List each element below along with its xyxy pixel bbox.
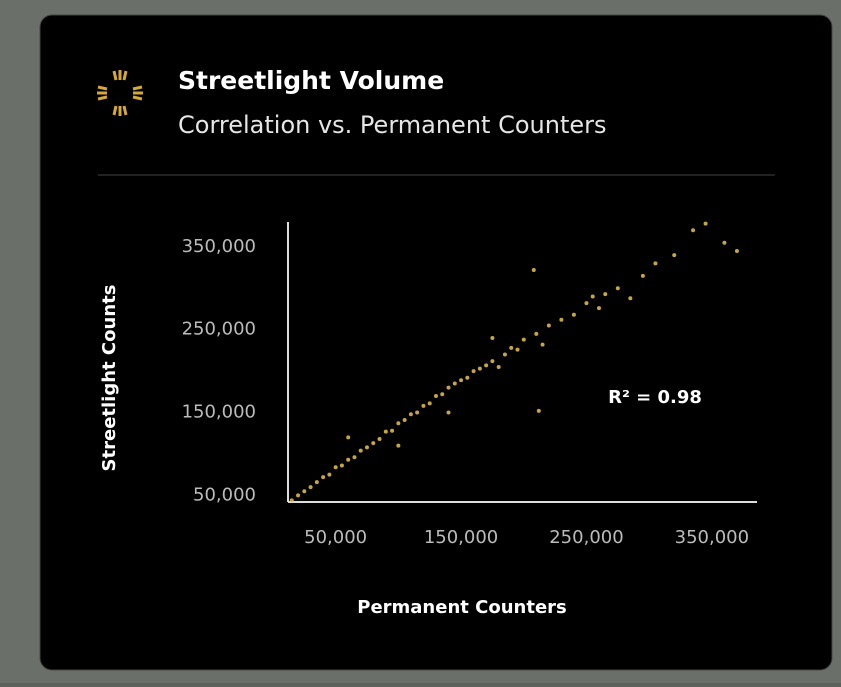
y-axis-label: Streetlight Counts: [99, 285, 120, 472]
point: [289, 498, 294, 503]
point: [346, 435, 351, 440]
point: [396, 443, 401, 448]
point: [339, 463, 344, 468]
point: [615, 286, 620, 291]
point: [390, 428, 395, 433]
point: [590, 294, 595, 299]
point: [440, 392, 445, 397]
point: [446, 410, 451, 415]
point: [722, 240, 727, 245]
point: [484, 363, 489, 368]
point: [427, 401, 432, 406]
point: [452, 381, 457, 386]
point: [672, 253, 677, 258]
y-tick-label: 250,000: [182, 319, 256, 340]
point: [302, 489, 307, 494]
point: [308, 485, 313, 490]
x-tick-label: 250,000: [549, 527, 623, 548]
point: [377, 437, 382, 442]
point: [534, 331, 539, 336]
point: [531, 268, 536, 273]
point: [446, 385, 451, 390]
point: [559, 317, 564, 322]
point: [540, 342, 545, 347]
point: [433, 393, 438, 398]
point: [396, 421, 401, 426]
point: [371, 441, 376, 446]
point: [734, 248, 739, 253]
point: [703, 221, 708, 226]
point: [509, 345, 514, 350]
point: [421, 403, 426, 408]
point: [346, 457, 351, 462]
point: [408, 412, 413, 417]
point: [352, 455, 357, 460]
point: [691, 228, 696, 233]
point: [521, 337, 526, 342]
card: [39, 14, 833, 671]
point: [383, 429, 388, 434]
point: [358, 448, 363, 453]
logo-icon: [97, 70, 143, 116]
y-tick-label: 150,000: [182, 402, 256, 423]
point: [653, 261, 658, 266]
point: [546, 323, 551, 328]
chart-title: Streetlight Volume: [178, 66, 444, 95]
point: [459, 378, 464, 383]
point: [333, 465, 338, 470]
point: [477, 366, 482, 371]
point: [296, 493, 301, 498]
x-axis-label: Permanent Counters: [357, 597, 567, 618]
point: [496, 364, 501, 369]
point: [490, 359, 495, 364]
point: [321, 475, 326, 480]
point: [515, 347, 520, 352]
point: [471, 369, 476, 374]
point: [415, 410, 420, 415]
point: [502, 352, 507, 357]
chart-subtitle: Correlation vs. Permanent Counters: [178, 111, 606, 139]
point: [402, 417, 407, 422]
point: [465, 375, 470, 380]
point: [571, 312, 576, 317]
point: [314, 480, 319, 485]
point: [628, 296, 633, 301]
point: [536, 408, 541, 413]
x-tick-label: 150,000: [424, 527, 498, 548]
point: [584, 301, 589, 306]
point: [596, 306, 601, 311]
point: [490, 335, 495, 340]
y-tick-label: 50,000: [193, 484, 256, 505]
point: [327, 472, 332, 477]
point: [365, 445, 370, 450]
y-tick-label: 350,000: [182, 236, 256, 257]
point: [640, 273, 645, 278]
x-tick-label: 350,000: [675, 527, 749, 548]
annotation: R² = 0.98: [608, 387, 702, 408]
x-tick-label: 50,000: [304, 527, 367, 548]
point: [603, 292, 608, 297]
